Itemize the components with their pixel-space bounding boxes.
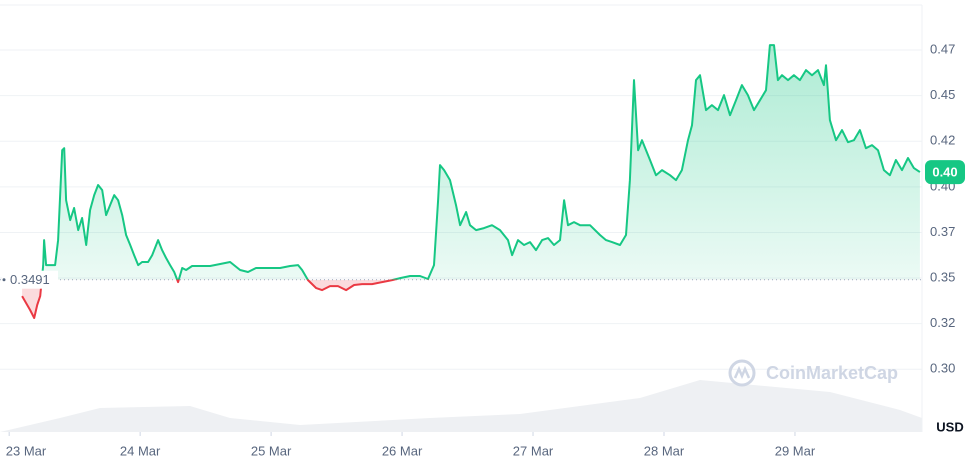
baseline-label: 0.3491	[10, 272, 50, 287]
y-tick-label: 0.42	[930, 133, 955, 148]
area-up	[22, 45, 920, 280]
x-tick-label: 24 Mar	[120, 443, 161, 458]
volume-area	[0, 380, 922, 432]
y-tick-label: 0.32	[930, 315, 955, 330]
y-tick-label: 0.45	[930, 87, 955, 102]
y-tick-label: 0.47	[930, 41, 955, 56]
x-tick-label: 27 Mar	[513, 443, 554, 458]
y-unit: USD	[936, 419, 963, 434]
price-line	[21, 44, 921, 319]
current-price-label: 0.40	[932, 165, 957, 180]
y-tick-label: 0.30	[930, 361, 955, 376]
watermark: CoinMarketCap	[766, 363, 898, 383]
y-tick-label: 0.35	[930, 269, 955, 284]
watermark-logo	[728, 359, 756, 387]
x-tick-label: 29 Mar	[775, 443, 816, 458]
baseline-label-bg	[2, 270, 58, 289]
area-down	[22, 279, 394, 318]
baseline-dot	[2, 278, 6, 282]
x-tick-label: 23 Mar	[6, 443, 47, 458]
watermark-logo-mark	[733, 365, 751, 380]
y-tick-label: 0.37	[930, 224, 955, 239]
x-tick-label: 26 Mar	[382, 443, 423, 458]
watermark-group: CoinMarketCap	[728, 359, 898, 387]
x-tick-label: 28 Mar	[644, 443, 685, 458]
current-price-badge	[925, 160, 965, 185]
x-tick-label: 25 Mar	[251, 443, 292, 458]
